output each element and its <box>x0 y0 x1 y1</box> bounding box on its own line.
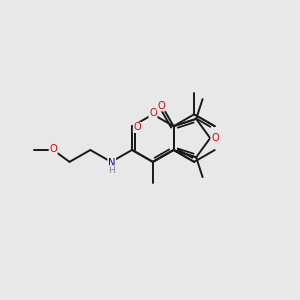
Text: O: O <box>149 108 157 118</box>
Text: N: N <box>108 158 116 168</box>
Text: H: H <box>108 166 115 175</box>
Text: O: O <box>49 144 57 154</box>
Text: O: O <box>211 133 219 143</box>
Text: O: O <box>134 122 141 132</box>
Text: O: O <box>157 101 165 111</box>
